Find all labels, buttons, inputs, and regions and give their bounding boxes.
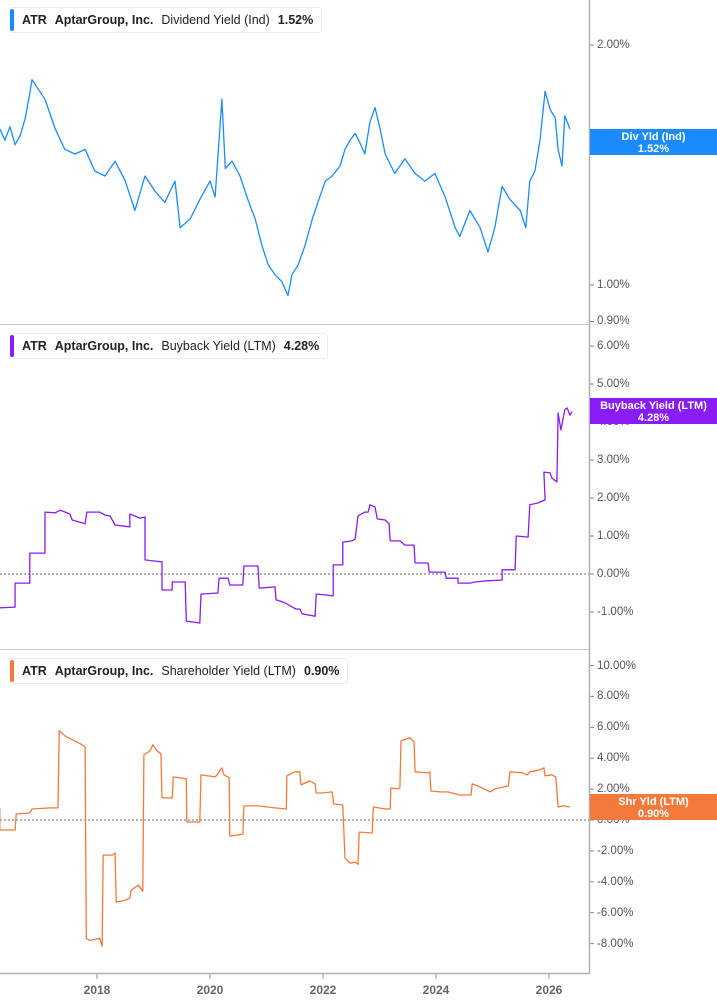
legend-company: AptarGroup, Inc.	[54, 339, 154, 353]
y-tick-label: -6.00%	[597, 906, 634, 919]
legend-dividend-yield[interactable]: ATR AptarGroup, Inc. Dividend Yield (Ind…	[10, 7, 323, 33]
tag-value: 4.28%	[637, 412, 670, 424]
x-tick-label: 2018	[83, 983, 111, 997]
dividend-yield-line[interactable]	[0, 78, 571, 297]
shareholder-yield-line[interactable]	[0, 730, 571, 948]
y-tick-label: 1.00%	[597, 279, 630, 291]
tag-label: Shr Yld (LTM)	[618, 796, 689, 808]
legend-shareholder-yield[interactable]: ATR AptarGroup, Inc. Shareholder Yield (…	[10, 658, 349, 684]
x-tick-label: 2026	[535, 983, 563, 997]
y-tick-label: 6.00%	[597, 340, 630, 352]
legend-metric: Dividend Yield (Ind)	[161, 13, 270, 27]
y-tick-label: 2.00%	[597, 492, 630, 504]
legend-value: 1.52%	[277, 13, 314, 27]
y-tick-label: -1.00%	[597, 606, 634, 618]
legend-company: AptarGroup, Inc.	[54, 13, 154, 27]
x-tick-label: 2022	[309, 983, 337, 997]
y-tick-label: 2.00%	[597, 783, 630, 796]
tag-label: Div Yld (Ind)	[621, 131, 686, 143]
y-tick-label: 8.00%	[597, 690, 630, 703]
legend-ticker: ATR	[22, 13, 47, 27]
y-tick-label: 10.00%	[597, 659, 637, 672]
series-color-swatch	[10, 660, 14, 682]
y-tick-label: 2.00%	[597, 39, 630, 52]
y-tick-label: 1.00%	[597, 530, 630, 542]
legend-ticker: ATR	[22, 664, 47, 678]
value-tag-buyback-yield: Buyback Yield (LTM) 4.28%	[590, 398, 717, 424]
buyback-yield-line[interactable]	[0, 407, 573, 624]
y-tick-label: 0.90%	[597, 315, 630, 328]
legend-buyback-yield[interactable]: ATR AptarGroup, Inc. Buyback Yield (LTM)…	[10, 333, 329, 359]
legend-value: 0.90%	[303, 664, 340, 678]
y-tick-label: 4.00%	[597, 752, 630, 765]
y-tick-label: 6.00%	[597, 721, 630, 734]
tag-value: 1.52%	[637, 143, 670, 155]
y-tick-label: 0.00%	[597, 568, 630, 580]
axis-ticks	[96, 44, 594, 979]
y-tick-label: -4.00%	[597, 875, 634, 888]
legend-value: 4.28%	[283, 339, 320, 353]
y-tick-label: -2.00%	[597, 844, 634, 857]
y-tick-label: 3.00%	[597, 454, 630, 466]
x-tick-label: 2020	[196, 983, 224, 997]
value-tag-dividend-yield: Div Yld (Ind) 1.52%	[590, 129, 717, 155]
series-color-swatch	[10, 9, 14, 31]
y-tick-label: -8.00%	[597, 937, 634, 950]
tag-label: Buyback Yield (LTM)	[600, 400, 707, 412]
value-tag-shareholder-yield: Shr Yld (LTM) 0.90%	[590, 794, 717, 820]
legend-ticker: ATR	[22, 339, 47, 353]
tag-value: 0.90%	[637, 808, 670, 820]
y-tick-label: 5.00%	[597, 378, 630, 390]
x-tick-label: 2024	[422, 983, 450, 997]
legend-metric: Shareholder Yield (LTM)	[161, 664, 296, 678]
legend-company: AptarGroup, Inc.	[54, 664, 154, 678]
legend-metric: Buyback Yield (LTM)	[161, 339, 276, 353]
series-color-swatch	[10, 335, 14, 357]
